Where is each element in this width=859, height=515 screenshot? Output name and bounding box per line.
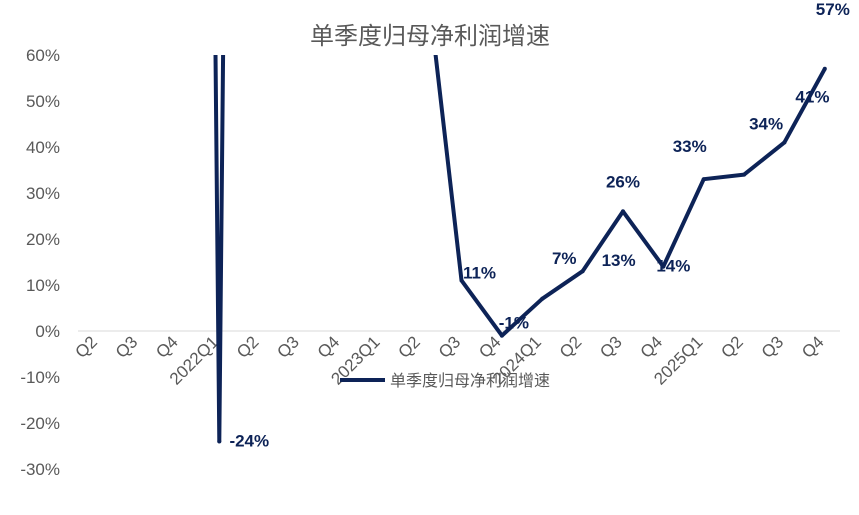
y-tick-label: -20% xyxy=(20,414,60,433)
x-tick-label: Q4 xyxy=(637,332,666,361)
plot-area xyxy=(213,55,827,444)
data-point xyxy=(580,269,585,274)
data-point xyxy=(217,439,222,444)
x-tick-label: Q2 xyxy=(717,332,746,361)
data-point xyxy=(661,264,666,269)
chart-title: 单季度归母净利润增速 xyxy=(310,22,550,50)
data-label: 14% xyxy=(656,257,690,276)
data-point xyxy=(499,333,504,338)
series-line xyxy=(433,55,827,338)
y-tick-label: 10% xyxy=(26,276,60,295)
x-tick-label: Q2 xyxy=(72,332,101,361)
data-label: 11% xyxy=(463,263,496,282)
y-tick-label: 50% xyxy=(26,92,60,111)
y-tick-label: 30% xyxy=(26,184,60,203)
data-label: 34% xyxy=(749,115,783,134)
y-tick-label: 20% xyxy=(26,230,60,249)
x-tick-label: Q4 xyxy=(798,332,827,361)
data-point xyxy=(701,177,706,182)
data-label: 7% xyxy=(552,249,577,268)
legend-label: 单季度归母净利润增速 xyxy=(390,371,550,390)
x-tick-label: Q2 xyxy=(394,332,423,361)
legend: 单季度归母净利润增速 xyxy=(340,371,550,390)
x-tick-label: Q3 xyxy=(758,332,787,361)
data-label: 41% xyxy=(795,87,829,106)
x-tick-label: Q4 xyxy=(152,332,181,361)
x-tick-label: Q2 xyxy=(556,332,585,361)
y-tick-label: -10% xyxy=(20,368,60,387)
data-label: 33% xyxy=(673,137,707,156)
x-tick-label: Q3 xyxy=(273,332,302,361)
x-tick-label: Q4 xyxy=(475,332,504,361)
x-tick-label: Q3 xyxy=(112,332,141,361)
y-tick-label: 40% xyxy=(26,138,60,157)
x-tick-label: Q3 xyxy=(435,332,464,361)
y-axis-ticks: 60% 50% 40% 30% 20% 10% 0% -10% -20% -30% xyxy=(20,46,60,479)
data-labels: -24% 11% -1% 7% 13% 26% 14% 33% 34% 41% 57% xyxy=(229,0,849,450)
y-tick-label: -30% xyxy=(20,460,60,479)
data-label: -24% xyxy=(229,431,269,450)
data-label: 13% xyxy=(602,251,636,270)
data-point xyxy=(459,278,464,283)
data-label: 57% xyxy=(816,0,850,19)
y-tick-label: 60% xyxy=(26,46,60,65)
data-point xyxy=(782,140,787,145)
data-point xyxy=(540,296,545,301)
data-label: 26% xyxy=(606,172,640,191)
y-tick-label: 0% xyxy=(35,322,60,341)
series-line xyxy=(213,55,226,444)
x-tick-label: Q3 xyxy=(596,332,625,361)
x-tick-label: Q4 xyxy=(314,332,343,361)
data-point xyxy=(620,209,625,214)
data-point xyxy=(742,172,747,177)
data-point xyxy=(822,66,827,71)
x-tick-label: Q2 xyxy=(233,332,262,361)
data-label: -1% xyxy=(499,314,529,333)
